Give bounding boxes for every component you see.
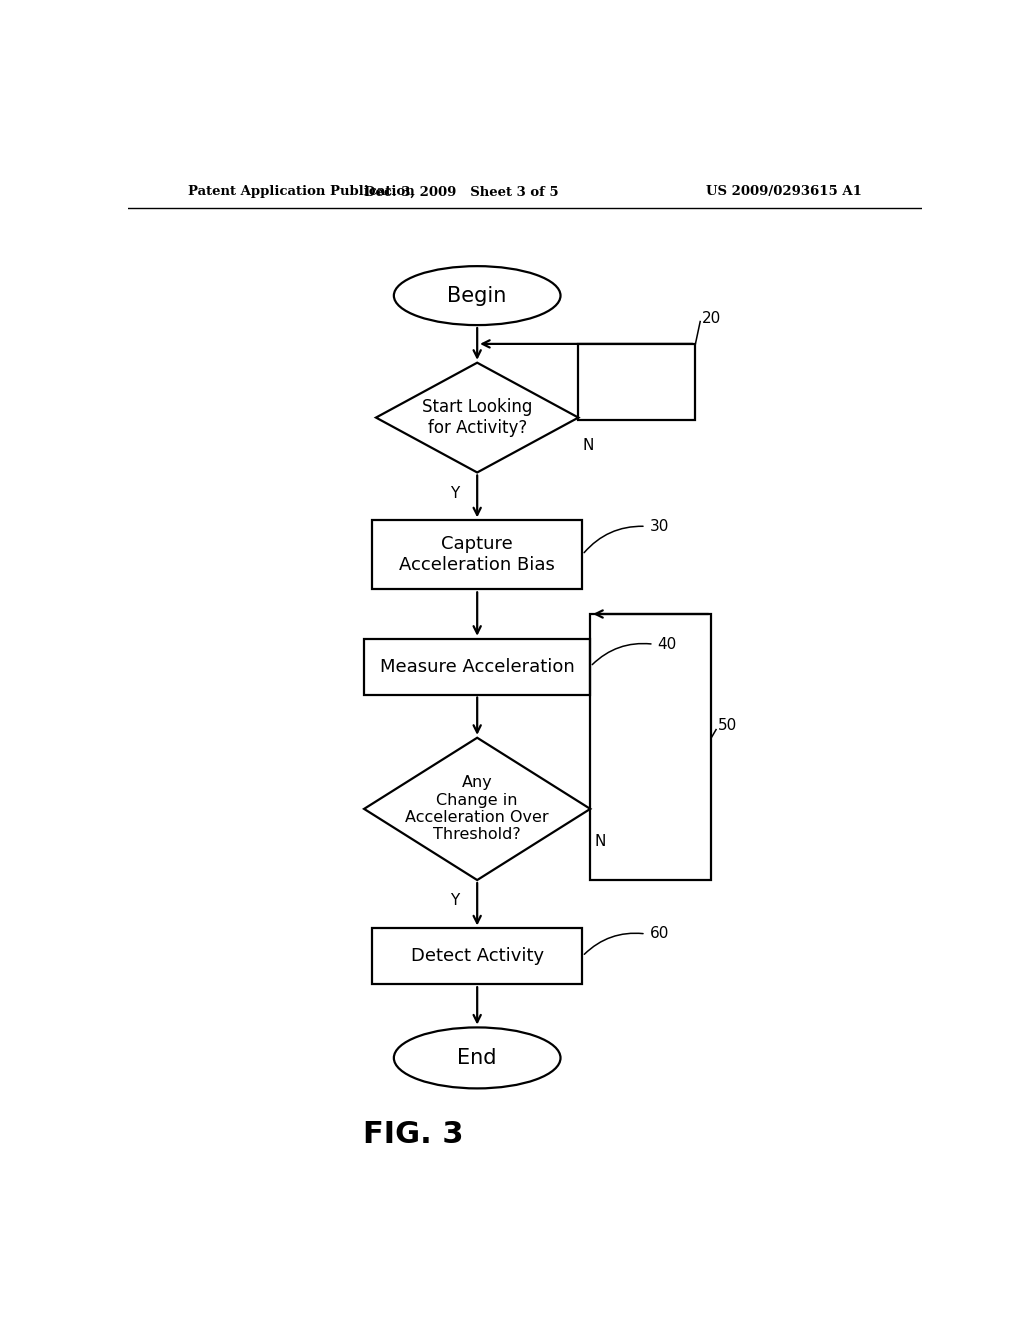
- Text: End: End: [458, 1048, 497, 1068]
- Text: Start Looking
for Activity?: Start Looking for Activity?: [422, 399, 532, 437]
- Text: 60: 60: [650, 927, 669, 941]
- Text: Begin: Begin: [447, 285, 507, 306]
- Text: Capture
Acceleration Bias: Capture Acceleration Bias: [399, 536, 555, 574]
- Text: N: N: [583, 438, 594, 453]
- Text: Detect Activity: Detect Activity: [411, 948, 544, 965]
- Text: 40: 40: [657, 636, 677, 652]
- Text: 50: 50: [718, 718, 737, 733]
- Text: 30: 30: [650, 519, 669, 533]
- Text: N: N: [594, 834, 605, 849]
- Text: Any
Change in
Acceleration Over
Threshold?: Any Change in Acceleration Over Threshol…: [406, 775, 549, 842]
- Text: FIG. 3: FIG. 3: [364, 1119, 464, 1148]
- Text: Y: Y: [451, 486, 460, 500]
- Text: 20: 20: [701, 312, 721, 326]
- Text: Dec. 3, 2009   Sheet 3 of 5: Dec. 3, 2009 Sheet 3 of 5: [364, 185, 559, 198]
- Text: Measure Acceleration: Measure Acceleration: [380, 657, 574, 676]
- Text: Y: Y: [451, 894, 460, 908]
- Text: US 2009/0293615 A1: US 2009/0293615 A1: [707, 185, 862, 198]
- Text: Patent Application Publication: Patent Application Publication: [187, 185, 415, 198]
